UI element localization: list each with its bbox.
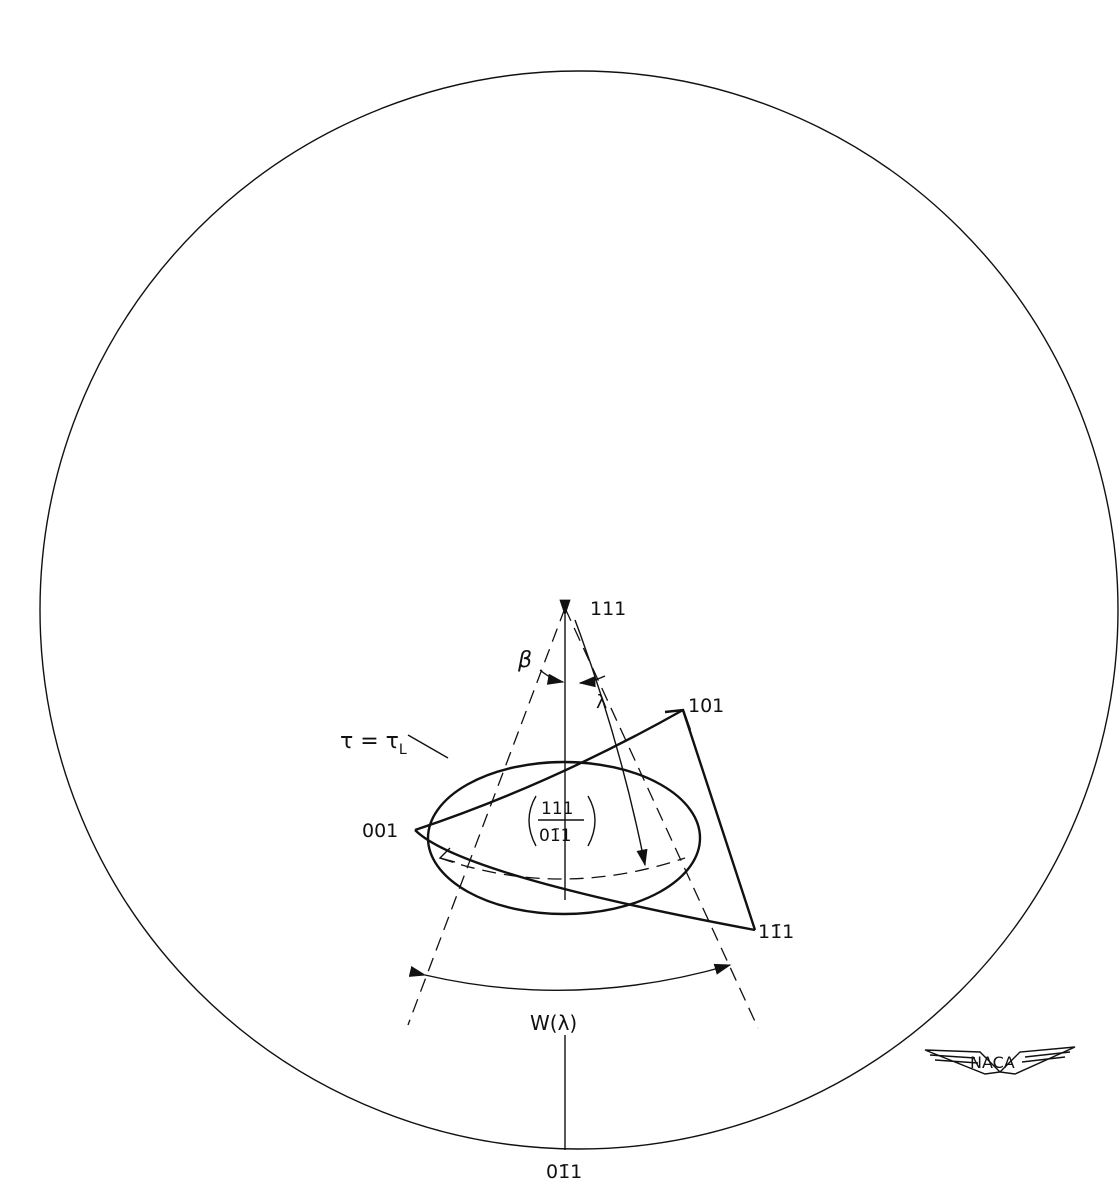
triangle-edge [681, 709, 757, 931]
dashed-arc [439, 857, 686, 880]
paren [528, 795, 537, 847]
paren [587, 795, 596, 847]
pole-label: 01̄1 [546, 1161, 582, 1183]
width-label: W(λ) [530, 1011, 577, 1035]
arrow-head [438, 847, 456, 863]
beta-label: β [517, 648, 532, 673]
lambda-arrow [574, 619, 648, 867]
leader-line [407, 734, 449, 759]
logo-wings [929, 1051, 1071, 1064]
tau-label: τ = τL [340, 729, 407, 758]
cone-line [564, 607, 759, 1029]
width-arc [408, 963, 732, 992]
projection-circle [39, 70, 1119, 1150]
tau-subscript: L [399, 742, 407, 758]
beta-arrow [539, 669, 565, 685]
beta-arrow [578, 675, 606, 688]
triangle-edge [414, 829, 756, 932]
pole-label: 001 [362, 820, 398, 842]
cone-line [407, 607, 566, 1026]
tau-text: τ = τ [340, 729, 399, 754]
fraction-numerator: 111 [541, 799, 573, 819]
pole-label: 11̄1 [758, 921, 794, 943]
yield-ellipse [426, 760, 702, 916]
triangle-edge [414, 708, 684, 832]
triangle-edge [664, 708, 692, 731]
pole-label: 101 [688, 695, 724, 717]
fraction-denominator: 01̄1 [539, 826, 571, 846]
lambda-label: λ [596, 691, 607, 713]
logo-wings [924, 1046, 1076, 1075]
pole-label: 111 [590, 598, 626, 620]
logo-text: NACA [970, 1053, 1015, 1072]
